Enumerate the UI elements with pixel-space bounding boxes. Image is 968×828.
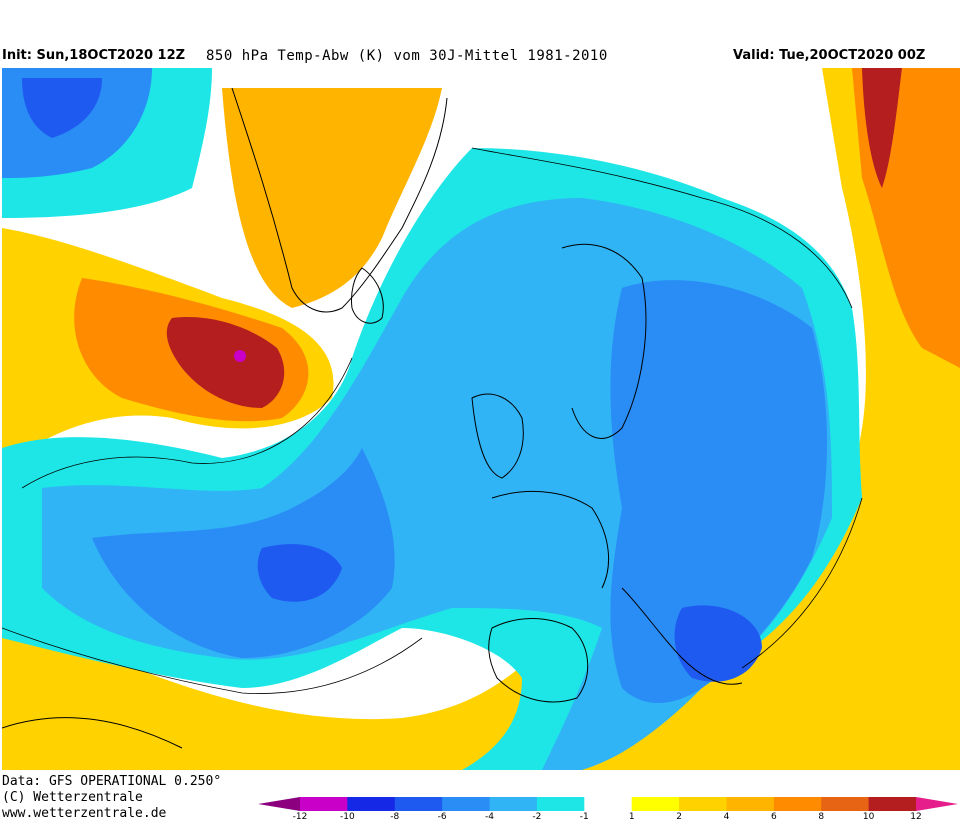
legend-swatch [679,797,727,811]
legend-arrow-high [916,797,958,811]
map-header: Init: Sun,18OCT2020 12Z 850 hPa Temp-Abw… [0,0,968,72]
legend-tick-label: -6 [437,812,447,822]
legend-swatch [347,797,396,811]
legend-colorbar [258,797,958,811]
coastlines [2,87,743,749]
data-source-label: Data: GFS OPERATIONAL 0.250° [2,774,222,789]
map-canvas [2,68,960,770]
legend-tick-label: 1 [628,812,635,822]
website-label: www.wetterzentrale.de [2,806,167,821]
anomaly-cold-balkans [674,605,762,682]
anomaly-cold-arctic-deep [22,78,102,138]
map-footer: Data: GFS OPERATIONAL 0.250° (C) Wetterz… [0,772,968,828]
anomaly-orange-greenland [222,88,442,308]
legend-tick-label: -2 [532,812,542,822]
legend-swatch [631,797,680,811]
copyright-label: (C) Wetterzentrale [2,790,143,805]
legend-swatch [726,797,775,811]
color-legend: -12 -10 -8 -6 -4 -2 -1 1 2 4 6 8 10 12 [258,796,958,826]
valid-time-label: Valid: Tue,20OCT2020 00Z [733,48,926,63]
anomaly-cold-atlantic [92,448,395,658]
legend-arrow-low [258,797,300,811]
map-title: 850 hPa Temp-Abw (K) vom 30J-Mittel 1981… [206,48,608,64]
anomaly-cold-europe [610,280,827,703]
legend-swatch [773,797,822,811]
zero-contours [2,147,863,694]
init-time-label: Init: Sun,18OCT2020 12Z [2,48,186,63]
legend-tick-label: 10 [862,812,875,822]
legend-tick-label: -10 [340,812,355,822]
legend-tick-label: -4 [485,812,495,822]
anomaly-cold-atlantic-deep [257,544,342,602]
legend-tick-label: 6 [770,812,777,822]
legend-tick-label: -1 [579,812,589,822]
legend-tick-label: 8 [818,812,825,822]
legend-swatch [489,797,538,811]
legend-tick-label: -12 [292,812,308,822]
legend-swatch [394,797,443,811]
legend-tick-label: 4 [723,812,730,822]
anomaly-red-labrador [166,317,285,408]
legend-swatch [536,797,585,811]
legend-swatch [868,797,917,811]
legend-swatch [584,797,633,811]
legend-tick-label: -8 [390,812,400,822]
legend-tick-label: 12 [910,812,922,822]
legend-tick-label: 2 [676,812,682,822]
anomaly-magenta-core [234,350,246,362]
anomaly-warm-south [2,488,960,770]
legend-swatch [300,797,348,811]
anomaly-red-east [862,68,902,188]
temperature-anomaly-map [2,68,960,770]
legend-swatch [442,797,491,811]
legend-swatch [821,797,870,811]
